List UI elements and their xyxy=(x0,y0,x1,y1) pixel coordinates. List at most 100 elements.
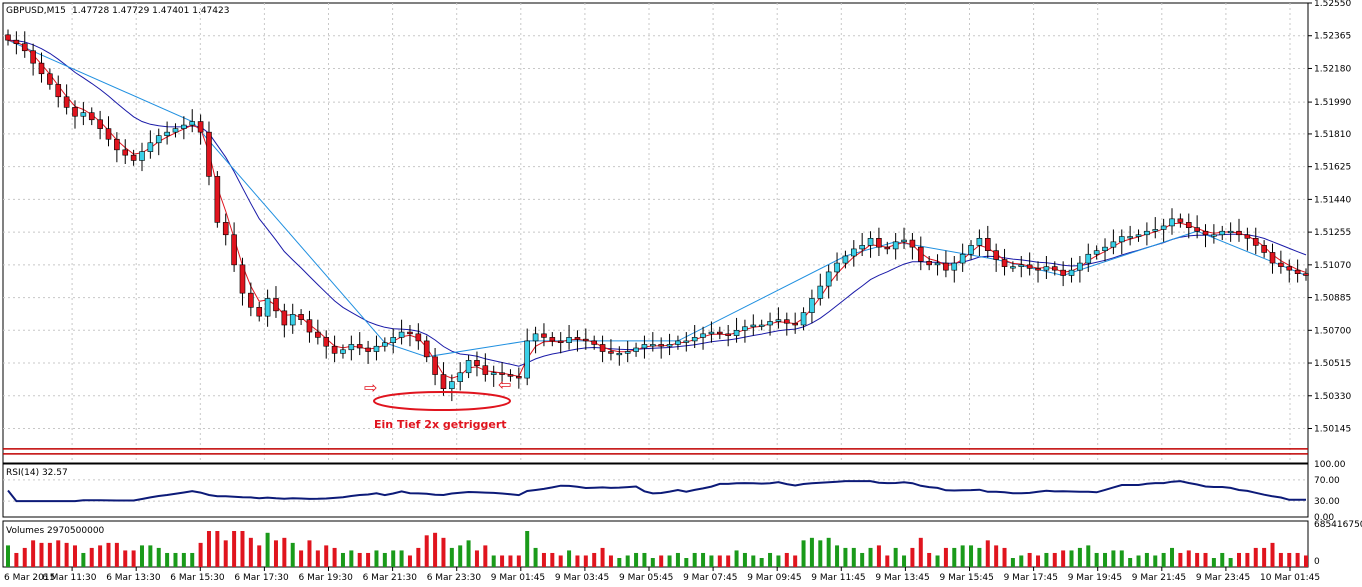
volume-bar xyxy=(935,555,940,567)
volume-bar xyxy=(72,545,77,567)
volume-bar xyxy=(416,547,421,567)
rsi-label: RSI(14) 32.57 xyxy=(6,468,68,478)
candle-body xyxy=(1135,234,1142,237)
candle-body xyxy=(97,119,103,129)
candle-body xyxy=(457,372,464,382)
candle-body xyxy=(984,238,991,251)
volume-panel[interactable] xyxy=(2,520,1309,568)
volume-bar xyxy=(81,552,86,567)
rsi-tick-label: 70.00 xyxy=(1314,476,1340,486)
time-tick-label: 6 Mar 23:30 xyxy=(427,573,482,583)
volume-bar xyxy=(1195,552,1200,567)
price-panel[interactable] xyxy=(2,2,1309,464)
volume-bar xyxy=(960,545,965,567)
volume-tick-label: 0 xyxy=(1314,557,1320,567)
rsi-tick-label: 100.00 xyxy=(1314,460,1346,470)
volume-bar xyxy=(215,531,220,567)
candle-body xyxy=(382,342,388,347)
volume-bar xyxy=(776,555,781,567)
candle-body xyxy=(13,39,20,44)
price-tick-label: 1.51255 xyxy=(1314,228,1351,238)
volume-bar xyxy=(1036,555,1041,567)
candle-body xyxy=(239,264,246,294)
rsi-panel[interactable] xyxy=(2,463,1309,518)
volume-bar xyxy=(424,535,429,567)
time-tick-label: 9 Mar 01:45 xyxy=(491,573,545,583)
volume-bar xyxy=(583,555,588,567)
candle-body xyxy=(859,245,865,250)
volume-bar xyxy=(399,550,404,567)
volume-bar xyxy=(382,552,387,567)
candle-body xyxy=(1001,259,1008,267)
candle-body xyxy=(105,128,112,140)
volume-bar xyxy=(315,550,320,567)
candle-body xyxy=(524,340,531,379)
volume-bar xyxy=(868,547,873,567)
time-tick-label: 6 Mar 2015 xyxy=(4,573,55,583)
candle-body xyxy=(867,238,874,246)
volume-bar xyxy=(567,550,572,567)
volume-bar xyxy=(541,552,546,567)
volume-bar xyxy=(525,531,530,567)
candle-body xyxy=(1068,269,1075,276)
volume-bar xyxy=(801,540,806,567)
volume-bar xyxy=(407,555,412,567)
candle-body xyxy=(959,253,966,264)
volume-bar xyxy=(1019,555,1024,567)
volume-bar xyxy=(299,550,304,567)
price-tick-label: 1.51810 xyxy=(1314,130,1351,140)
time-tick-label: 9 Mar 17:45 xyxy=(1004,573,1058,583)
time-tick-label: 9 Mar 21:45 xyxy=(1132,573,1186,583)
volume-bar xyxy=(1044,552,1049,567)
rsi-tick-label: 0.00 xyxy=(1314,513,1334,523)
ohlc-label: 1.47728 1.47729 1.47401 1.47423 xyxy=(72,6,229,16)
volume-bar xyxy=(47,542,52,567)
candle-body xyxy=(1127,236,1133,239)
volume-bar xyxy=(181,552,186,567)
volume-bar xyxy=(1262,547,1267,567)
volume-bar xyxy=(826,537,831,567)
volume-bar xyxy=(114,542,119,567)
volume-bar xyxy=(985,540,990,567)
candle-body xyxy=(758,324,765,327)
volume-bar xyxy=(391,550,396,567)
candle-body xyxy=(767,321,773,326)
candle-body xyxy=(499,372,505,375)
volume-bar xyxy=(307,540,312,567)
volume-bar xyxy=(190,552,195,567)
candle-body xyxy=(348,344,355,351)
candle-body xyxy=(976,238,983,246)
candle-body xyxy=(516,376,522,379)
volume-bar xyxy=(809,537,814,567)
volume-bar xyxy=(1287,552,1292,567)
volume-bar xyxy=(575,555,580,567)
candle-body xyxy=(1269,252,1276,264)
volume-bar xyxy=(1170,547,1175,567)
annotation-arrow-left: ⇨ xyxy=(364,378,377,397)
volume-bar xyxy=(709,555,714,567)
candle-body xyxy=(1043,266,1050,271)
volume-bar xyxy=(449,547,454,567)
price-tick-label: 1.52180 xyxy=(1314,64,1351,74)
price-grid xyxy=(3,3,1308,463)
volume-bar xyxy=(223,540,228,567)
price-tick-label: 1.50145 xyxy=(1314,425,1351,435)
volume-bar xyxy=(533,547,538,567)
candle-body xyxy=(80,112,87,117)
candle-body xyxy=(1060,269,1066,276)
volume-bar xyxy=(1203,552,1208,567)
candle-body xyxy=(917,246,924,262)
candle-body xyxy=(55,84,62,98)
candle-body xyxy=(474,360,480,366)
volume-bar xyxy=(943,547,948,567)
time-tick-label: 9 Mar 23:45 xyxy=(1196,573,1250,583)
volume-bar xyxy=(516,555,521,567)
candle-body xyxy=(717,331,723,335)
candle-body xyxy=(624,351,631,354)
candle-body xyxy=(164,131,170,136)
volume-bar xyxy=(1086,545,1091,567)
volume-bar xyxy=(56,540,61,567)
candle-body xyxy=(943,262,949,271)
volume-bar xyxy=(106,542,111,567)
